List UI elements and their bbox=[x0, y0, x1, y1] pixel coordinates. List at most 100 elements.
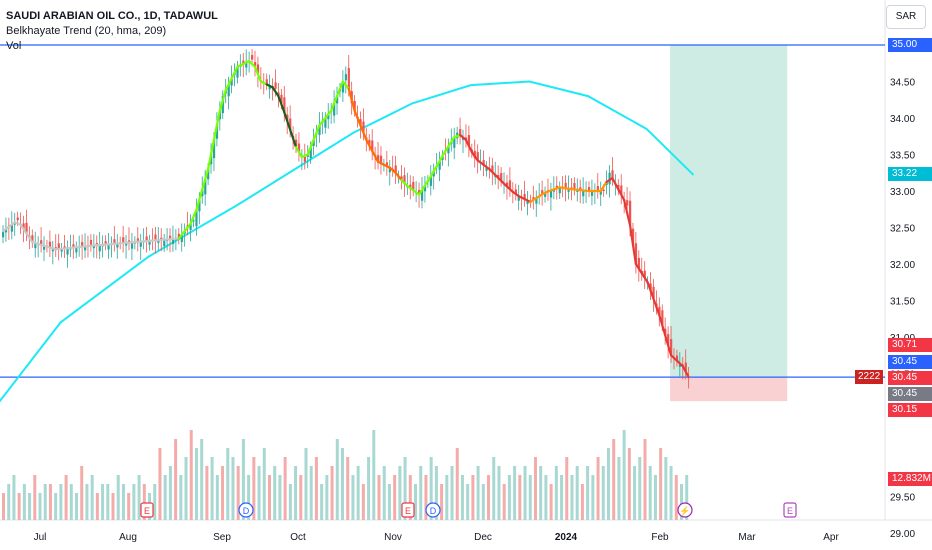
candle-body bbox=[295, 139, 298, 148]
candle-body bbox=[104, 241, 107, 245]
candle-body bbox=[157, 240, 160, 243]
candle-body bbox=[180, 234, 183, 243]
candle-body bbox=[409, 184, 412, 189]
candle-body bbox=[347, 68, 350, 89]
volume-bar bbox=[481, 484, 485, 520]
event-marker[interactable]: D bbox=[238, 502, 254, 518]
candle-body bbox=[195, 209, 198, 227]
candle-body bbox=[602, 189, 605, 191]
candle-body bbox=[418, 190, 421, 195]
trend-segment bbox=[177, 230, 186, 240]
event-marker[interactable]: D bbox=[425, 502, 441, 518]
time-tick: 2024 bbox=[555, 532, 578, 543]
candle-body bbox=[514, 189, 517, 195]
volume-bar bbox=[669, 466, 673, 520]
volume-bar bbox=[367, 457, 371, 520]
volume-bar bbox=[283, 457, 287, 520]
candle-body bbox=[192, 220, 195, 222]
candle-body bbox=[394, 165, 397, 173]
candle-body bbox=[145, 236, 148, 242]
time-tick: Nov bbox=[384, 532, 402, 543]
candle-body bbox=[634, 243, 638, 264]
volume-bar bbox=[596, 457, 600, 520]
trend-segment bbox=[429, 165, 438, 178]
candle-body bbox=[189, 223, 192, 230]
trend-segment bbox=[423, 175, 432, 187]
candle-body bbox=[31, 235, 34, 243]
volume-bar bbox=[38, 493, 42, 520]
candle-body bbox=[92, 245, 96, 249]
trend-segment bbox=[1, 225, 10, 233]
volume-bar bbox=[382, 466, 386, 520]
event-marker[interactable]: E bbox=[783, 502, 797, 518]
volume-bar bbox=[638, 457, 642, 520]
candle-body bbox=[163, 239, 166, 246]
volume-bar bbox=[633, 466, 637, 520]
volume-bar bbox=[2, 493, 5, 520]
trend-segment bbox=[183, 222, 192, 233]
volume-bar bbox=[163, 475, 167, 520]
trend-segment bbox=[628, 223, 637, 266]
volume-bar bbox=[288, 484, 292, 520]
candle-body bbox=[66, 248, 69, 255]
volume-bar bbox=[106, 484, 110, 520]
price-label-high: 30.71 bbox=[888, 338, 932, 352]
volume-bar bbox=[680, 484, 684, 520]
event-marker[interactable]: E bbox=[401, 502, 415, 518]
candle-body bbox=[500, 172, 503, 181]
volume-bar bbox=[111, 493, 115, 520]
volume-label[interactable]: Vol bbox=[6, 40, 22, 52]
candle-body bbox=[678, 363, 682, 367]
volume-bar bbox=[434, 466, 438, 520]
volume-bar bbox=[304, 448, 308, 520]
trend-segment bbox=[669, 354, 679, 362]
volume-bar bbox=[356, 466, 360, 520]
volume-bar bbox=[80, 466, 84, 520]
indicator-label[interactable]: Belkhayate Trend (20, hma, 209) bbox=[6, 25, 167, 37]
chart-legend: SAUDI ARABIAN OIL CO., 1D, TADAWUL Belkh… bbox=[6, 9, 218, 54]
candle-body bbox=[535, 198, 538, 204]
volume-bar bbox=[685, 475, 689, 520]
trend-segment bbox=[359, 124, 368, 141]
trend-segment bbox=[529, 197, 538, 204]
stop-zone bbox=[670, 377, 788, 402]
trend-segment bbox=[394, 171, 403, 182]
volume-bar bbox=[622, 430, 626, 520]
candle-body bbox=[629, 200, 632, 226]
trend-segment bbox=[535, 193, 544, 200]
trend-segment bbox=[605, 177, 614, 183]
candle-body bbox=[309, 147, 312, 159]
candle-body bbox=[75, 247, 78, 253]
volume-bar bbox=[627, 448, 631, 520]
event-marker[interactable]: E bbox=[140, 502, 154, 518]
volume-bar bbox=[174, 439, 178, 520]
trend-segment bbox=[652, 297, 661, 317]
volume-bar bbox=[184, 457, 188, 520]
event-marker[interactable]: ⚡ bbox=[677, 502, 693, 518]
candle-body bbox=[177, 233, 180, 239]
candle-body bbox=[81, 242, 84, 247]
trend-segment bbox=[277, 94, 286, 114]
trend-segment bbox=[406, 184, 415, 192]
candle-body bbox=[652, 286, 655, 299]
price-tick: 34.00 bbox=[890, 114, 915, 125]
currency-button[interactable]: SAR bbox=[886, 5, 926, 29]
candle-body bbox=[631, 228, 635, 245]
trend-segment bbox=[365, 138, 374, 152]
time-tick: Jul bbox=[34, 532, 47, 543]
symbol-title: SAUDI ARABIAN OIL CO., 1D, TADAWUL bbox=[6, 10, 218, 22]
candle-body bbox=[60, 248, 63, 252]
price-tick: 32.00 bbox=[890, 260, 915, 271]
volume-bar bbox=[591, 475, 595, 520]
volume-bar bbox=[116, 475, 120, 520]
volume-bar bbox=[127, 493, 131, 520]
candle-body bbox=[420, 190, 424, 201]
volume-bar bbox=[262, 448, 266, 520]
volume-bar bbox=[168, 466, 172, 520]
trend-segment bbox=[371, 149, 380, 163]
candle-body bbox=[125, 242, 128, 246]
volume-bar bbox=[398, 466, 402, 520]
candle-body bbox=[236, 66, 239, 78]
time-tick: Dec bbox=[474, 532, 492, 543]
